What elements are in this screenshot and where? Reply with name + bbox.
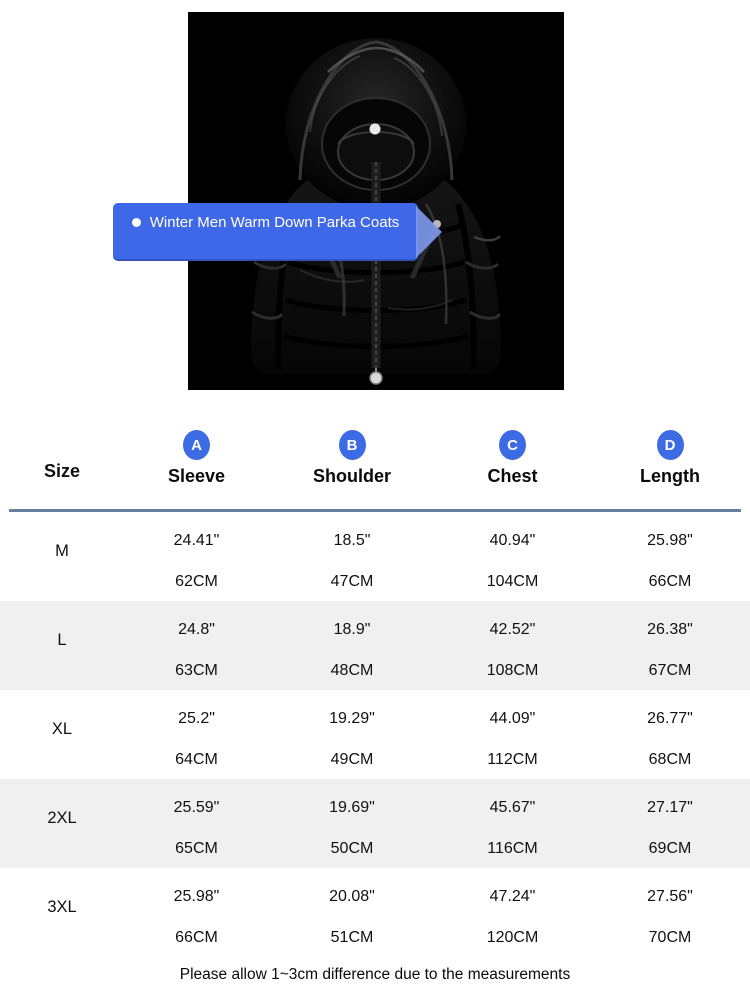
badge-b-icon: B xyxy=(338,430,366,460)
size-cell: 3XL xyxy=(47,898,77,916)
table-row-m: M 24.41" 62CM 18.5" 47CM 40.94" 104CM 25… xyxy=(0,512,750,601)
column-header-shoulder: B Shoulder xyxy=(269,430,435,487)
measurement-cell: 19.29" 49CM xyxy=(269,690,435,779)
cm-value: 66CM xyxy=(175,929,218,946)
cm-value: 48CM xyxy=(330,662,374,679)
cm-value: 49CM xyxy=(330,751,374,768)
cm-value: 62CM xyxy=(175,573,218,590)
size-chart: Size A Sleeve B Shoulder C Chest D Lengt… xyxy=(0,412,750,984)
measurement-cell: 25.59" 65CM xyxy=(124,779,269,868)
cm-value: 108CM xyxy=(486,662,539,679)
inch-value: 25.98" xyxy=(647,532,693,549)
inch-value: 42.52" xyxy=(489,621,536,638)
cm-value: 120CM xyxy=(486,929,539,946)
cm-value: 67CM xyxy=(648,662,692,679)
measurement-cell: 18.9" 48CM xyxy=(269,601,435,690)
measurement-cell: 25.98" 66CM xyxy=(590,512,750,601)
table-row-xl: XL 25.2" 64CM 19.29" 49CM 44.09" 112CM 2… xyxy=(0,690,750,779)
measurement-cell: 42.52" 108CM xyxy=(435,601,590,690)
inch-value: 25.2" xyxy=(178,710,215,727)
measurement-cell: 19.69" 50CM xyxy=(269,779,435,868)
measurement-footnote: Please allow 1~3cm difference due to the… xyxy=(179,966,571,983)
cm-value: 116CM xyxy=(487,840,538,857)
inch-value: 18.5" xyxy=(333,532,371,549)
cm-value: 50CM xyxy=(330,840,374,857)
measurement-cell: 24.41" 62CM xyxy=(124,512,269,601)
size-cell: L xyxy=(57,631,67,649)
table-row-3xl: 3XL 25.98" 66CM 20.08" 51CM 47.24" 120CM… xyxy=(0,868,750,957)
inch-value: 25.98" xyxy=(173,888,220,905)
measurement-cell: 26.77" 68CM xyxy=(590,690,750,779)
inch-value: 19.69" xyxy=(329,799,375,816)
cm-value: 69CM xyxy=(648,840,692,857)
measurement-cell: 25.98" 66CM xyxy=(124,868,269,957)
measurement-cell: 26.38" 67CM xyxy=(590,601,750,690)
column-label-length: Length xyxy=(640,466,700,486)
measurement-cell: 40.94" 104CM xyxy=(435,512,590,601)
measurement-cell: 44.09" 112CM xyxy=(435,690,590,779)
column-label-sleeve: Sleeve xyxy=(167,466,226,486)
table-row-l: L 24.8" 63CM 18.9" 48CM 42.52" 108CM 26.… xyxy=(0,601,750,690)
inch-value: 25.59" xyxy=(173,799,220,816)
table-divider xyxy=(9,509,741,512)
size-cell: 2XL xyxy=(47,809,77,827)
cm-value: 68CM xyxy=(648,751,692,768)
cm-value: 104CM xyxy=(486,573,539,590)
inch-value: 20.08" xyxy=(329,888,375,905)
measurement-cell: 20.08" 51CM xyxy=(269,868,435,957)
inch-value: 47.24" xyxy=(489,888,536,905)
bullet-dot-icon xyxy=(131,217,141,227)
measurement-cell: 24.8" 63CM xyxy=(124,601,269,690)
cm-value: 112CM xyxy=(487,751,538,768)
size-cell: M xyxy=(55,542,69,560)
cm-value: 65CM xyxy=(175,840,218,857)
size-cell: XL xyxy=(51,720,73,738)
column-label-shoulder: Shoulder xyxy=(312,466,391,486)
inch-value: 44.09" xyxy=(489,710,536,727)
inch-value: 24.41" xyxy=(173,532,220,549)
inch-value: 27.17" xyxy=(647,799,693,816)
size-chart-header: Size A Sleeve B Shoulder C Chest D Lengt… xyxy=(0,412,750,487)
cm-value: 64CM xyxy=(175,751,218,768)
inch-value: 24.8" xyxy=(178,621,215,638)
jacket-product-image xyxy=(188,12,564,390)
cm-value: 51CM xyxy=(330,929,374,946)
inch-value: 40.94" xyxy=(489,532,536,549)
column-header-length: D Length xyxy=(590,430,750,487)
cm-value: 66CM xyxy=(648,573,692,590)
inch-value: 18.9" xyxy=(333,621,371,638)
product-tag[interactable]: Winter Men Warm Down Parka Coats xyxy=(113,203,418,261)
cm-value: 47CM xyxy=(330,573,374,590)
measurement-cell: 18.5" 47CM xyxy=(269,512,435,601)
measurement-cell: 47.24" 120CM xyxy=(435,868,590,957)
cm-value: 63CM xyxy=(175,662,218,679)
inch-value: 45.67" xyxy=(489,799,536,816)
badge-c-icon: C xyxy=(499,430,526,460)
column-label-chest: Chest xyxy=(487,466,538,486)
badge-a-icon: A xyxy=(183,430,210,460)
inch-value: 19.29" xyxy=(329,710,375,727)
measurement-cell: 27.17" 69CM xyxy=(590,779,750,868)
product-section: Winter Men Warm Down Parka Coats xyxy=(0,0,750,412)
inch-value: 26.77" xyxy=(647,710,693,727)
cm-value: 70CM xyxy=(648,929,692,946)
table-row-2xl: 2XL 25.59" 65CM 19.69" 50CM 45.67" 116CM… xyxy=(0,779,750,868)
inch-value: 26.38" xyxy=(647,621,693,638)
column-header-size: Size xyxy=(43,461,81,481)
inch-value: 27.56" xyxy=(647,888,693,905)
column-header-chest: C Chest xyxy=(435,430,590,487)
measurement-cell: 45.67" 116CM xyxy=(435,779,590,868)
badge-d-icon: D xyxy=(656,430,684,460)
product-tag-label: Winter Men Warm Down Parka Coats xyxy=(149,214,400,231)
measurement-cell: 27.56" 70CM xyxy=(590,868,750,957)
measurement-cell: 25.2" 64CM xyxy=(124,690,269,779)
column-header-sleeve: A Sleeve xyxy=(124,430,269,487)
